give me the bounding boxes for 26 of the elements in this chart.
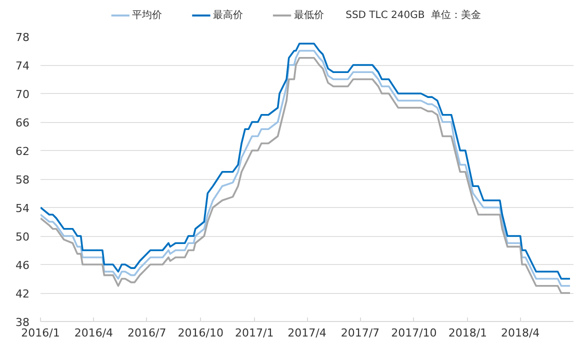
y-tick-label: 58 bbox=[16, 174, 30, 186]
y-tick-label: 42 bbox=[16, 288, 30, 300]
y-tick-label: 78 bbox=[16, 31, 30, 44]
y-tick-label: 46 bbox=[16, 259, 30, 272]
x-tick-label: 2016/4 bbox=[74, 326, 114, 340]
x-tick-label: 2018/1 bbox=[448, 326, 488, 340]
x-tick-label: 2016/10 bbox=[178, 326, 224, 340]
x-tick-label: 2017/10 bbox=[391, 326, 437, 340]
y-tick-label: 66 bbox=[16, 116, 30, 130]
text: SSD TLC 240GB bbox=[346, 10, 425, 21]
y-tick-label: 54 bbox=[16, 202, 30, 215]
text: 单位：美金 bbox=[430, 9, 481, 21]
x-tick-label: 2016/7 bbox=[128, 326, 166, 340]
y-tick-label: 70 bbox=[16, 88, 30, 101]
x-tick-label: 2018/4 bbox=[500, 326, 540, 340]
legend-label: 最低价 bbox=[294, 9, 324, 21]
y-tick-label: 50 bbox=[16, 230, 30, 244]
x-tick-label: 2017/4 bbox=[288, 326, 326, 340]
y-tick-label: 38 bbox=[16, 316, 30, 329]
x-tick-label: 2016/1 bbox=[21, 326, 60, 340]
x-tick-label: 2017/1 bbox=[235, 326, 274, 340]
y-tick-label: 74 bbox=[16, 60, 30, 72]
legend-label: 最高价 bbox=[213, 9, 244, 21]
y-tick-label: 62 bbox=[16, 145, 30, 158]
legend-label: 平均价 bbox=[132, 9, 162, 21]
x-tick-label: 2017/7 bbox=[340, 326, 380, 340]
